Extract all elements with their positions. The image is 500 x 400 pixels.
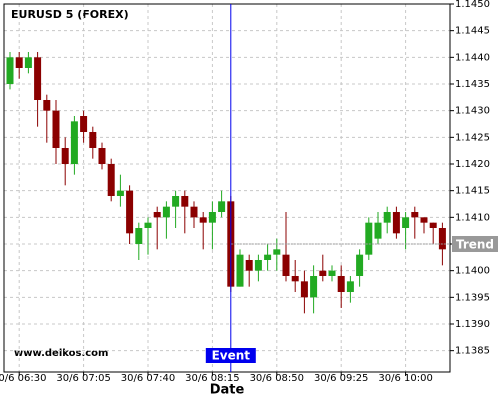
candle-body	[438, 228, 446, 250]
candle-body	[383, 212, 391, 223]
candle-body	[208, 212, 216, 223]
candle-body	[328, 270, 336, 276]
candle-body	[70, 121, 78, 164]
x-tick-label: 30/6 08:50	[250, 373, 304, 384]
candle-body	[34, 57, 42, 100]
y-tick-label: 1.1440	[455, 52, 490, 63]
x-tick-label: 30/6 08:15	[185, 373, 239, 384]
candle-body	[337, 276, 345, 292]
y-tick-label: 1.1450	[455, 0, 490, 10]
x-tick-label: 30/6 07:05	[56, 373, 110, 384]
candle-body	[6, 57, 14, 84]
candle-body	[172, 196, 180, 207]
x-tick-label: 30/6 10:00	[378, 373, 432, 384]
x-tick-label: 30/6 09:25	[314, 373, 368, 384]
candle-body	[181, 196, 189, 207]
trend-label: Trend	[456, 238, 494, 252]
candle-body	[190, 206, 198, 218]
candle-body	[89, 132, 97, 148]
y-tick-label: 1.1395	[455, 292, 490, 303]
event-label: Event	[212, 349, 251, 363]
candle-body	[98, 148, 106, 164]
candle-body	[402, 217, 410, 228]
candle-body	[300, 281, 308, 298]
y-tick-label: 1.1400	[455, 266, 490, 277]
candle-body	[126, 190, 134, 234]
candle-body	[43, 100, 51, 111]
y-tick-label: 1.1425	[455, 132, 490, 143]
y-tick-label: 1.1435	[455, 79, 490, 90]
candle-body	[346, 281, 354, 292]
x-axis-title: Date	[210, 383, 245, 398]
candle-body	[420, 217, 428, 223]
candle-body	[392, 212, 400, 234]
candle-body	[80, 116, 88, 132]
candle-body	[135, 228, 143, 244]
candle-body	[218, 201, 226, 212]
candle-body	[245, 260, 253, 271]
y-tick-label: 1.1415	[455, 186, 490, 197]
candle-body	[374, 222, 382, 239]
x-tick-label: 30/6 07:40	[121, 373, 175, 384]
candle-body	[24, 57, 32, 68]
candle-body	[254, 260, 262, 271]
candle-body	[365, 222, 373, 255]
y-tick-label: 1.1410	[455, 212, 490, 223]
candle-body	[273, 249, 281, 255]
candle-body	[282, 254, 290, 276]
event-label-box	[205, 348, 256, 363]
candle-body	[310, 276, 318, 298]
y-tick-label: 1.1385	[455, 346, 490, 357]
chart-title: EURUSD 5 (FOREX)	[11, 8, 129, 21]
y-tick-label: 1.1420	[455, 159, 490, 170]
candle-body	[429, 222, 437, 228]
candle-body	[236, 254, 244, 287]
y-tick-label: 1.1430	[455, 106, 490, 117]
candle-body	[15, 57, 23, 68]
candle-body	[356, 254, 364, 276]
candle-body	[199, 217, 207, 223]
candle-body	[264, 254, 272, 260]
candle-body	[411, 212, 419, 218]
x-tick-label: 30/6 06:30	[0, 373, 46, 384]
candle-body	[116, 190, 124, 196]
trend-label-box	[452, 236, 498, 252]
watermark: www.delkos.com	[14, 348, 108, 359]
candle-body	[162, 206, 170, 218]
candle-body	[319, 270, 327, 276]
candle-body	[291, 276, 299, 282]
y-tick-label: 1.1445	[455, 26, 490, 37]
candle-body	[107, 164, 115, 196]
y-tick-label: 1.1390	[455, 319, 490, 330]
candle-body	[52, 110, 60, 148]
candle-body	[144, 222, 152, 228]
candle-body	[61, 148, 69, 164]
candle-body	[153, 212, 161, 218]
plot-frame	[3, 3, 451, 373]
